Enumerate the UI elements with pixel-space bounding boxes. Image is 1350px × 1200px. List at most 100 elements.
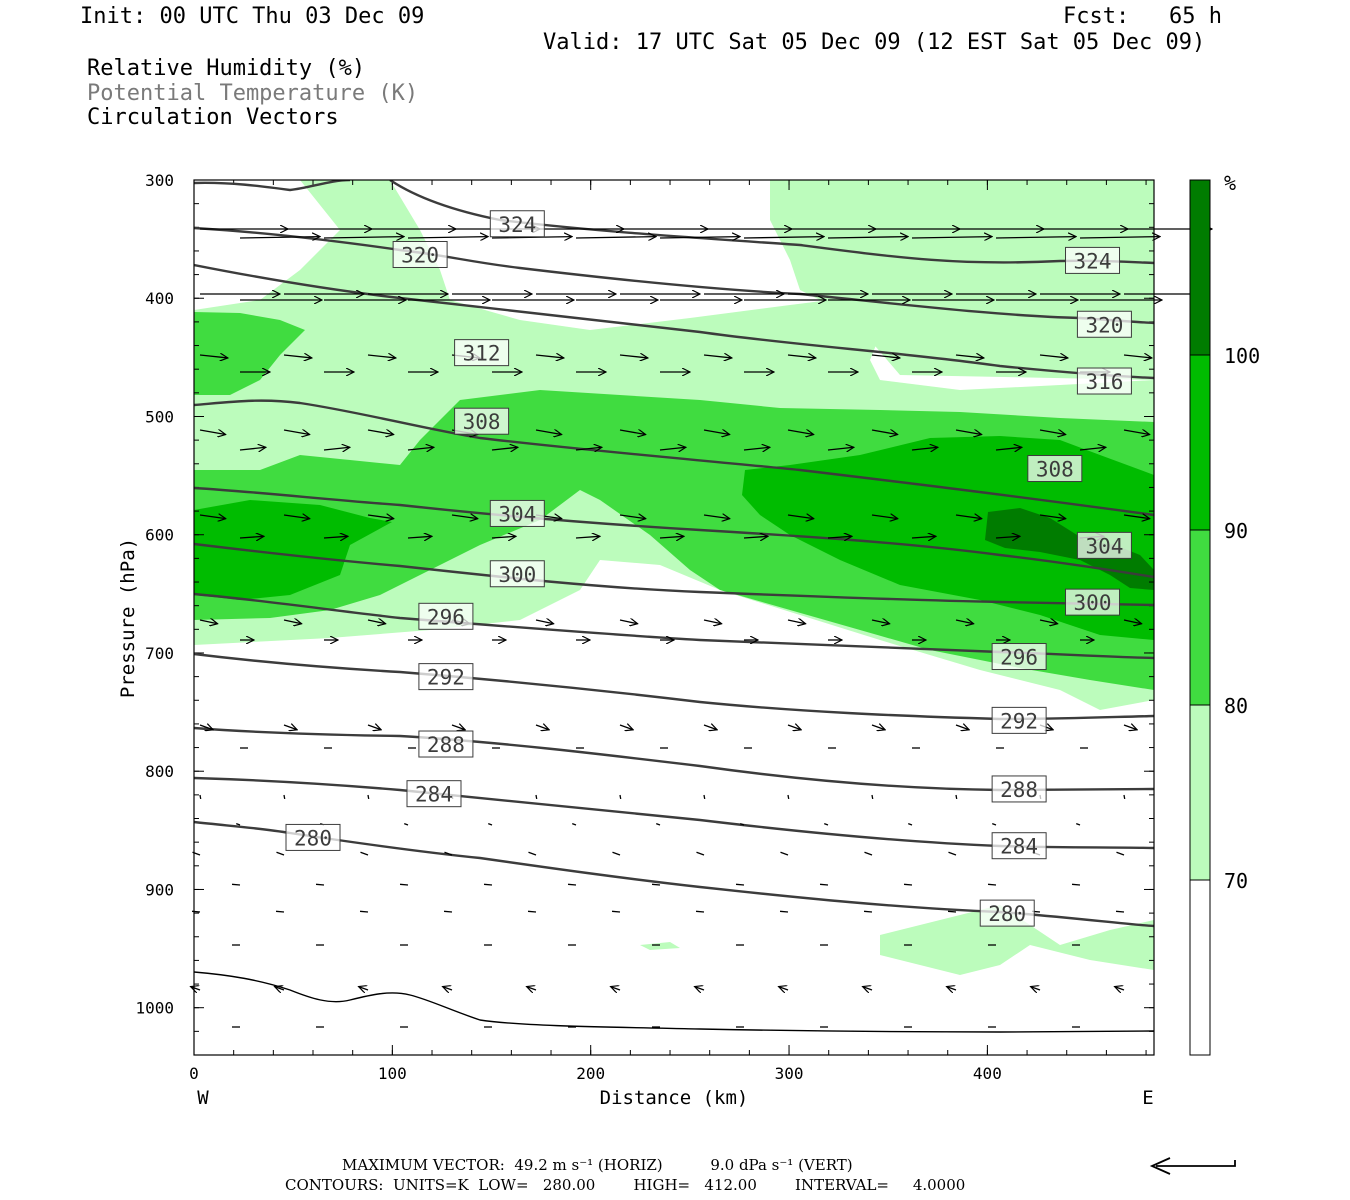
circulation-vector <box>443 910 453 913</box>
isentrope-labels: 324 320 312 308 304 300 296 292 288 284 280 324 320 3… <box>285 210 1132 927</box>
y-tick-label: 700 <box>145 644 174 663</box>
circulation-vector <box>283 515 310 519</box>
circulation-vector <box>236 823 241 826</box>
circulation-vector <box>703 620 722 624</box>
circulation-vector <box>740 823 745 826</box>
isentrope-324 <box>389 180 1154 265</box>
circulation-vector <box>491 447 518 450</box>
circulation-vector <box>276 851 285 856</box>
circulation-vector <box>199 794 202 800</box>
isentrope-label-box <box>991 643 1047 671</box>
circulation-vector <box>367 430 394 435</box>
circulation-vector <box>819 883 829 886</box>
circulation-vector <box>360 851 369 856</box>
circulation-vector <box>612 851 621 856</box>
circulation-vector <box>1123 620 1142 624</box>
colorbar-unit: % <box>1224 171 1236 195</box>
circulation-vector <box>619 355 648 358</box>
circulation-vector <box>955 794 958 800</box>
circulation-vector <box>735 883 745 886</box>
circulation-vector <box>787 355 816 358</box>
circulation-vector <box>703 430 730 435</box>
circulation-vector <box>367 515 394 519</box>
circulation-vector <box>1115 987 1125 990</box>
circulation-vector <box>619 794 622 800</box>
circulation-vector <box>863 987 873 990</box>
colorbar-segment <box>1189 179 1211 356</box>
x-tick-label: 400 <box>973 1064 1002 1083</box>
circulation-vector <box>275 987 285 990</box>
circulation-vector <box>955 725 969 730</box>
isentrope-label: 308 <box>463 410 501 434</box>
circulation-vector <box>659 237 740 238</box>
x-tick-labels: 0 100 200 300 400 <box>189 1064 1002 1083</box>
x-tick-label: 200 <box>576 1064 605 1083</box>
circulation-vector <box>656 823 661 826</box>
isentrope-312 <box>194 399 1154 517</box>
isentrope-308 <box>194 486 1154 579</box>
y-tick-label: 500 <box>145 407 174 426</box>
isentrope-label: 292 <box>1000 709 1038 733</box>
colorbar-segment <box>1189 879 1211 1056</box>
circulation-vector <box>903 883 913 886</box>
isentrope-label-box <box>454 407 510 435</box>
circulation-vector <box>780 851 789 856</box>
isentrope-label-box <box>1027 455 1083 483</box>
isentrope-label: 280 <box>294 826 332 850</box>
init-time: Init: 00 UTC Thu 03 Dec 09 <box>80 4 425 29</box>
circulation-vector <box>619 725 633 730</box>
isentrope-label-box <box>1076 310 1132 338</box>
circulation-vector <box>871 430 898 435</box>
circulation-vector <box>239 447 266 450</box>
rh-70-band-top-right <box>770 180 1154 380</box>
circulation-vector <box>572 823 577 826</box>
isentrope-label: 300 <box>1074 591 1112 615</box>
circulation-vector <box>787 794 790 800</box>
circulation-vector <box>283 620 302 624</box>
circulation-vector <box>1039 620 1058 624</box>
circulation-vector <box>407 237 488 238</box>
axis-minor-ticks <box>193 179 1154 1056</box>
circulation-vector <box>283 794 286 800</box>
circulation-vector <box>651 883 661 886</box>
circulation-vector <box>619 620 638 624</box>
y-tick-label: 900 <box>145 880 174 899</box>
circulation-vector <box>527 987 537 990</box>
circulation-vector <box>871 515 898 519</box>
circulation-vector <box>367 355 396 358</box>
circulation-vector <box>987 883 997 886</box>
isentrope-label: 312 <box>463 342 501 366</box>
isentrope-label: 292 <box>427 666 465 690</box>
circulation-vector <box>1115 910 1125 913</box>
circulation-vector <box>911 536 936 538</box>
circulation-vector <box>451 725 465 730</box>
circulation-vector <box>535 794 538 800</box>
circulation-vector <box>1123 355 1152 358</box>
circulation-vector <box>199 430 226 435</box>
circulation-vector <box>955 620 974 624</box>
colorbar-level: 100 <box>1224 344 1260 368</box>
isentrope-304 <box>194 542 1154 607</box>
isentrope-label-box <box>454 339 510 367</box>
y-tick-label: 800 <box>145 762 174 781</box>
rh-90-band <box>742 436 1154 640</box>
isentrope-label: 284 <box>415 783 453 807</box>
isentrope-label: 304 <box>1085 534 1123 558</box>
contour-info: CONTOURS: UNITS=K LOW= 280.00 HIGH= 412.… <box>285 1176 966 1194</box>
circulation-vector <box>743 536 768 538</box>
circulation-vector <box>1076 823 1081 826</box>
circulation-vector <box>1123 794 1126 800</box>
circulation-vector <box>695 910 705 913</box>
circulation-vector <box>703 794 706 800</box>
rh-90-band-left <box>194 500 392 600</box>
rh-70-band-low <box>880 905 1154 975</box>
circulation-vector <box>779 987 789 990</box>
isentrope-280 <box>194 971 1154 1033</box>
circulation-vector <box>199 620 218 624</box>
isentrope-label-box <box>979 899 1035 927</box>
y-tick-label: 300 <box>145 171 174 190</box>
rh-70-band-small <box>640 942 680 950</box>
circulation-vector <box>911 237 992 238</box>
colorbar-level: 70 <box>1224 869 1248 893</box>
